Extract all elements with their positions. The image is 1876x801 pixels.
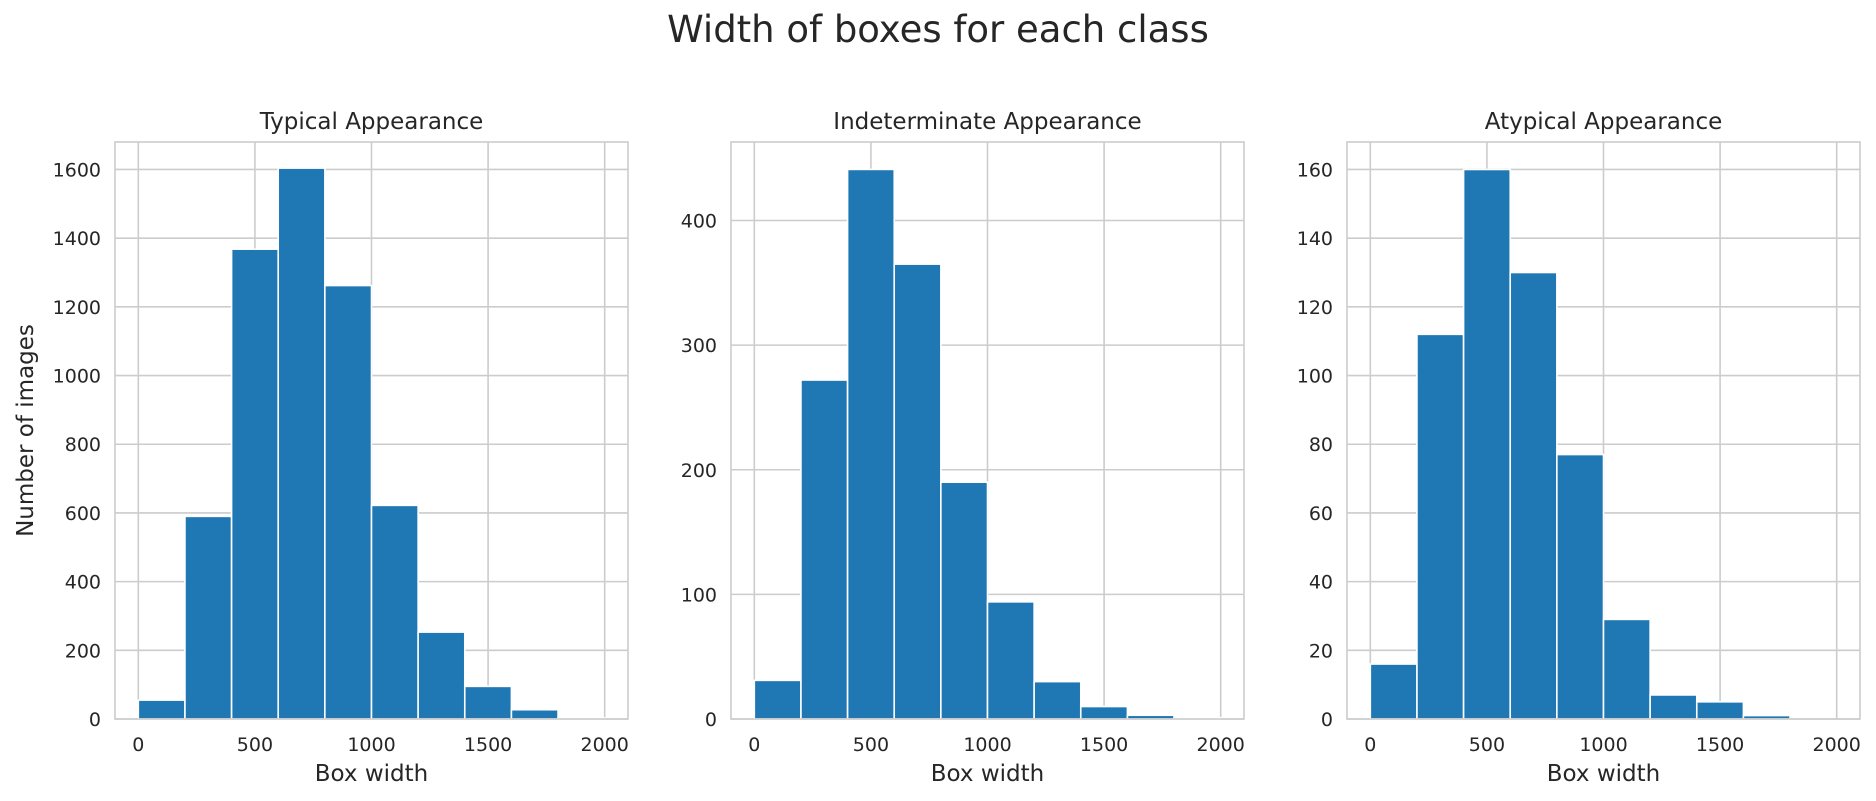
histogram-bar (1556, 453, 1605, 720)
x-tick-label: 1500 (1080, 734, 1128, 756)
chart-panel-3: 0 500 1000 1500 2000 0 20 40 60 80 100 120 140 160 Aty… (1297, 109, 1861, 787)
axes-frame (1346, 141, 1861, 720)
chart-panel-1: 0 500 1000 1500 2000 0 200 400 600 800 1000 1200 140… (13, 109, 629, 787)
y-tick-label: 80 (1309, 434, 1333, 456)
x-axis-label: Box width (931, 761, 1044, 787)
x-tick-label: 1000 (347, 734, 395, 756)
y-tick-label: 1000 (53, 366, 101, 388)
x-axis-label: Box width (315, 761, 428, 787)
chart-panel-2: 0 500 1000 1500 2000 0 100 200 300 400 Indetermina… (681, 109, 1245, 787)
y-tick-label: 200 (681, 460, 717, 482)
histogram-bar (184, 515, 233, 720)
y-tick-label: 1600 (53, 159, 101, 181)
histogram-bar (230, 248, 280, 720)
y-tick-label: 400 (65, 572, 101, 594)
y-tick-label: 20 (1309, 640, 1333, 662)
histogram-bar (986, 601, 1035, 720)
axes-frame (730, 141, 1245, 720)
y-tick-label: 800 (65, 434, 101, 456)
histogram-bar (277, 167, 326, 720)
x-tick-label: 1500 (1696, 734, 1744, 756)
panel-title: Typical Appearance (259, 109, 484, 135)
y-tick-label: 200 (65, 640, 101, 662)
histogram-bar (1369, 663, 1418, 720)
histogram-bar (1602, 618, 1651, 720)
histogram-bar (800, 379, 849, 720)
y-tick-label: 60 (1309, 503, 1333, 525)
figure-title: Width of boxes for each class (667, 8, 1209, 51)
y-axis-label: Number of images (13, 324, 39, 537)
histogram-bar (370, 504, 419, 720)
histogram-bar (846, 168, 896, 720)
x-tick-label: 500 (1469, 734, 1505, 756)
y-tick-label: 0 (1321, 709, 1333, 731)
histogram-bar (510, 708, 559, 720)
histogram-bar (1079, 705, 1129, 720)
histogram-bar (1462, 168, 1512, 720)
x-tick-label: 2000 (1813, 734, 1861, 756)
x-axis-label: Box width (1547, 761, 1660, 787)
y-tick-label: 1400 (53, 228, 101, 250)
histogram-bar (1649, 694, 1698, 720)
axes-frame (114, 141, 629, 720)
y-tick-label: 0 (705, 709, 717, 731)
histogram-bar (417, 631, 466, 720)
x-tick-label: 1000 (963, 734, 1011, 756)
y-tick-label: 300 (681, 335, 717, 357)
histogram-bar (324, 284, 373, 720)
y-tick-label: 400 (681, 211, 717, 233)
x-tick-label: 0 (748, 734, 760, 756)
panel-title: Indeterminate Appearance (833, 109, 1141, 135)
y-tick-label: 40 (1309, 572, 1333, 594)
histogram-bar (940, 481, 989, 720)
histogram-bar (1416, 333, 1465, 720)
y-tick-label: 600 (65, 503, 101, 525)
y-tick-label: 100 (1297, 366, 1333, 388)
x-tick-label: 500 (853, 734, 889, 756)
panel-title: Atypical Appearance (1485, 109, 1723, 135)
histogram-bar (893, 263, 942, 720)
y-tick-label: 1200 (53, 297, 101, 319)
histogram-bar (1695, 701, 1745, 720)
histogram-bar (1509, 271, 1558, 720)
x-tick-label: 1500 (464, 734, 512, 756)
x-tick-label: 0 (132, 734, 144, 756)
y-tick-label: 160 (1297, 159, 1333, 181)
x-tick-label: 1000 (1579, 734, 1627, 756)
histogram-bar (753, 679, 802, 720)
y-tick-label: 0 (89, 709, 101, 731)
y-tick-label: 100 (681, 584, 717, 606)
histogram-bar (463, 685, 513, 720)
x-tick-label: 2000 (581, 734, 629, 756)
histogram-bar (137, 699, 186, 720)
x-tick-label: 0 (1364, 734, 1376, 756)
y-tick-label: 140 (1297, 228, 1333, 250)
y-tick-label: 120 (1297, 297, 1333, 319)
x-tick-label: 2000 (1197, 734, 1245, 756)
x-tick-label: 500 (237, 734, 273, 756)
histogram-bar (1033, 680, 1082, 720)
